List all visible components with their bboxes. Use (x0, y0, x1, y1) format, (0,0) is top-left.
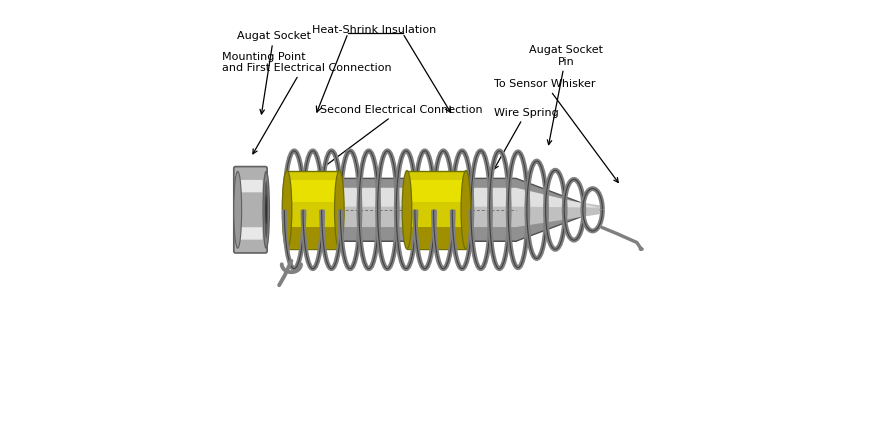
Polygon shape (287, 228, 340, 250)
Text: To Sensor Whisker: To Sensor Whisker (494, 79, 619, 183)
FancyBboxPatch shape (234, 167, 267, 254)
Text: Augat Socket
Pin: Augat Socket Pin (529, 45, 603, 145)
Text: Wire Spring: Wire Spring (494, 107, 559, 170)
FancyBboxPatch shape (236, 180, 262, 240)
Ellipse shape (402, 171, 412, 250)
Ellipse shape (263, 172, 270, 248)
Polygon shape (407, 228, 466, 250)
Ellipse shape (264, 181, 268, 239)
Polygon shape (407, 181, 466, 202)
FancyBboxPatch shape (236, 193, 262, 228)
Text: Second Electrical Connection: Second Electrical Connection (308, 105, 482, 180)
Polygon shape (287, 171, 340, 250)
Polygon shape (287, 179, 599, 242)
Ellipse shape (234, 172, 242, 248)
Ellipse shape (639, 247, 644, 251)
Text: Mounting Point
and First Electrical Connection: Mounting Point and First Electrical Conn… (221, 51, 391, 155)
Text: Augat Socket: Augat Socket (237, 31, 311, 115)
Polygon shape (287, 181, 340, 202)
Polygon shape (287, 193, 599, 227)
Text: Heat-Shrink Insulation: Heat-Shrink Insulation (312, 25, 437, 35)
Polygon shape (287, 188, 599, 208)
Ellipse shape (461, 171, 471, 250)
Ellipse shape (334, 171, 344, 250)
Ellipse shape (265, 196, 267, 225)
Polygon shape (407, 171, 466, 250)
Ellipse shape (283, 171, 291, 250)
